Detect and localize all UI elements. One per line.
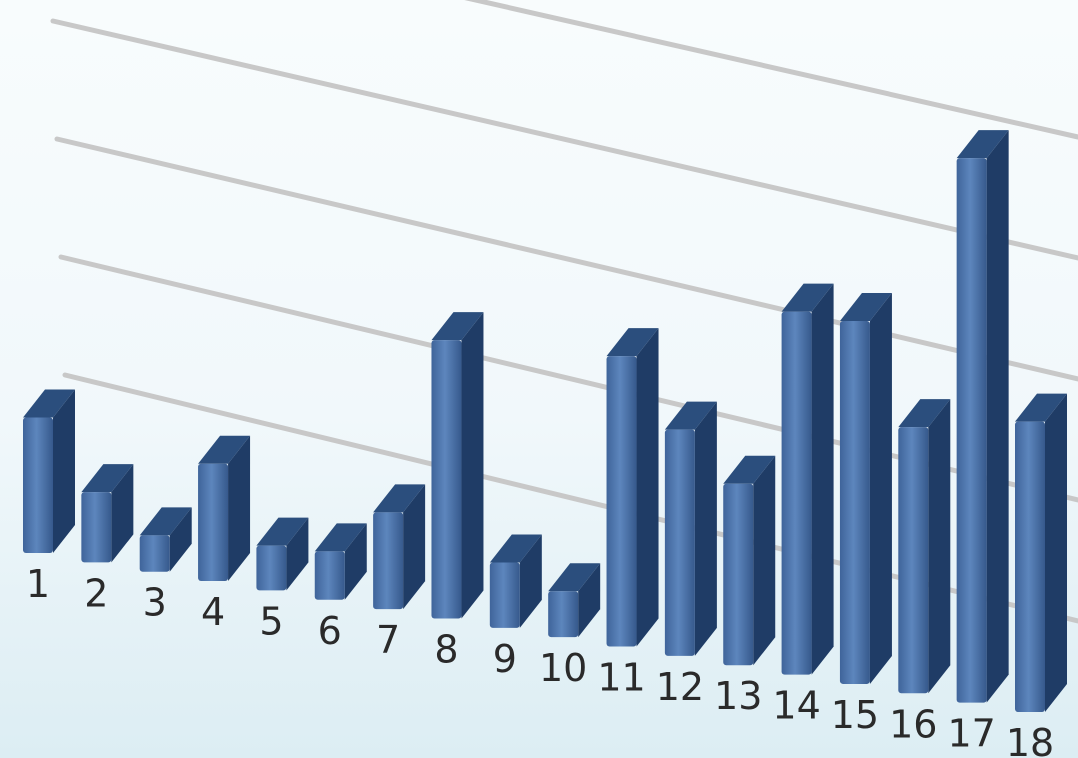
bar-top	[1015, 393, 1067, 422]
x-tick-label: 5	[259, 599, 283, 643]
bar-5	[256, 517, 309, 591]
bar-side	[403, 484, 426, 610]
bar-top	[139, 507, 192, 536]
x-tick-label: 6	[318, 609, 342, 653]
bar-top	[256, 517, 309, 546]
x-tick-label: 18	[1006, 721, 1054, 758]
x-tick-label: 7	[376, 618, 400, 662]
bar-12	[664, 401, 717, 656]
bar-15	[839, 292, 892, 684]
bar-4	[198, 435, 251, 582]
bar-front	[81, 492, 112, 563]
bar-top	[431, 312, 484, 341]
x-tick-label: 11	[597, 656, 645, 700]
x-tick-label: 2	[84, 571, 108, 615]
x-tick-label: 16	[889, 702, 937, 746]
bar-side	[811, 283, 834, 675]
bar-top	[373, 484, 426, 513]
bar-top	[956, 130, 1009, 159]
bar-14	[781, 283, 834, 675]
bar-front	[839, 320, 870, 684]
bar-6	[314, 523, 367, 600]
bar-front	[431, 340, 462, 619]
bar-front	[489, 562, 520, 628]
x-tick-label: 4	[201, 590, 225, 634]
x-tick-label: 12	[656, 665, 704, 709]
bar-front	[664, 429, 695, 656]
bar-front	[781, 311, 812, 675]
bar-side	[344, 523, 367, 600]
bar-top	[198, 435, 251, 464]
bar-top	[314, 523, 367, 552]
bar-17	[956, 130, 1009, 703]
bar-front	[198, 463, 229, 582]
bar-3	[139, 507, 192, 572]
bar-side	[53, 389, 75, 553]
bar-7	[373, 484, 426, 610]
bar-front	[898, 427, 929, 694]
bar-top	[898, 399, 951, 428]
x-tick-label: 15	[831, 693, 879, 737]
bar-8	[431, 312, 484, 619]
bar-11	[606, 328, 659, 647]
bar-side	[519, 534, 542, 628]
bar-top	[81, 464, 134, 493]
bar-side	[928, 399, 951, 694]
x-tick-label: 8	[434, 627, 458, 671]
bar-top	[606, 328, 659, 357]
bar-top	[23, 389, 75, 418]
x-tick-label: 10	[539, 646, 587, 690]
x-tick-label: 14	[772, 684, 820, 728]
category-labels: 1 2 3 4 5 6 7 8 9 10 11 12 13 14 15 16 17 18	[26, 562, 1054, 758]
bar-10	[548, 563, 601, 638]
bar-front	[256, 545, 287, 591]
gridline-30	[54, 136, 1078, 382]
bar-front	[23, 417, 53, 553]
x-tick-label: 13	[714, 674, 762, 718]
bar-2	[81, 464, 134, 563]
gridline-40	[50, 18, 1078, 261]
bar-side	[986, 130, 1009, 703]
bar-side	[694, 401, 717, 656]
bar-1	[23, 389, 75, 553]
bar-side	[461, 312, 484, 619]
bar-side	[286, 517, 309, 591]
x-tick-label: 9	[493, 637, 517, 681]
bar-side	[869, 292, 892, 684]
bar-9	[489, 534, 542, 628]
bars	[23, 130, 1067, 712]
bar-top	[723, 455, 776, 484]
bar-side	[169, 507, 192, 572]
bar-top	[489, 534, 542, 563]
x-tick-label: 17	[947, 712, 995, 756]
bar-top	[781, 283, 834, 312]
bar-front	[723, 483, 754, 666]
bar-top	[839, 292, 892, 321]
x-tick-label: 3	[143, 581, 167, 625]
bar-18	[1015, 393, 1067, 712]
bar-front	[548, 591, 579, 638]
bar-front	[373, 512, 404, 610]
bar-front	[139, 535, 170, 572]
bar-side	[636, 328, 659, 647]
bar-front	[956, 158, 987, 703]
bar-front	[314, 551, 345, 600]
bar-top	[548, 563, 601, 592]
bar-side	[228, 435, 251, 582]
bar-front	[606, 356, 637, 647]
bar-side	[111, 464, 134, 563]
bar-side	[578, 563, 601, 638]
gridline-50	[464, 0, 1078, 140]
x-tick-label: 1	[26, 562, 50, 606]
bar-side	[753, 455, 776, 666]
bar-13	[723, 455, 776, 666]
bar-16	[898, 399, 951, 694]
bar-front	[1015, 421, 1045, 712]
bar-top	[664, 401, 717, 430]
bar-side	[1045, 393, 1067, 712]
